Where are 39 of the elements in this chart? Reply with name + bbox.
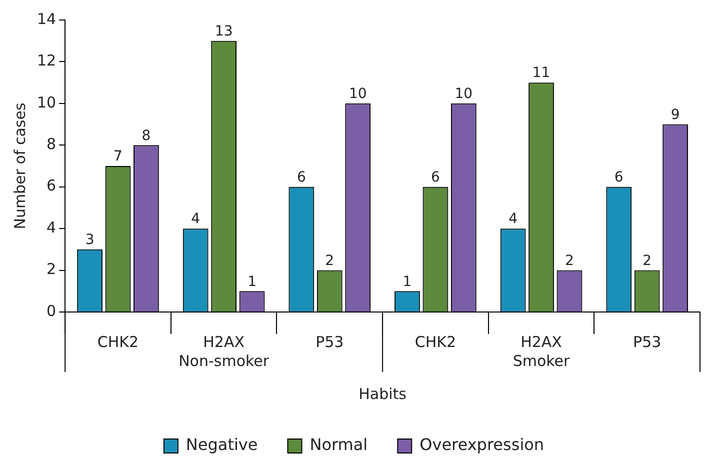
text: Smoker <box>512 352 571 370</box>
y-tick-label: 10 <box>36 93 56 112</box>
y-tick-label: 12 <box>36 52 56 70</box>
data-label: 6 <box>614 170 624 186</box>
data-label: 7 <box>114 148 122 165</box>
x-tick-label: P53 <box>316 332 344 351</box>
data-label: 13 <box>214 24 233 40</box>
y-axis-title: Number of cases <box>10 102 29 230</box>
text: Non-smoker <box>178 352 270 370</box>
y-tick-label: 4 <box>46 218 56 236</box>
data-label: 2 <box>642 252 652 269</box>
data-label: 2 <box>565 252 574 269</box>
data-label: 4 <box>508 211 518 228</box>
y-tick-label: 6 <box>46 176 56 195</box>
y-tick-label: 2 <box>46 260 56 278</box>
x-tick-label: H2AX <box>203 332 245 351</box>
data-label: 11 <box>532 65 550 82</box>
y-tick-label: 8 <box>46 135 56 154</box>
data-label: 10 <box>348 86 367 102</box>
data-label: 9 <box>670 106 680 123</box>
data-label: 1 <box>248 274 256 290</box>
data-label: 2 <box>325 252 334 269</box>
legend-label: Negative <box>186 435 258 454</box>
data-label: 6 <box>296 170 306 186</box>
x-tick-label: CHK2 <box>97 332 139 351</box>
legend-label: Overexpression <box>420 435 544 454</box>
legend-label: Normal <box>310 435 368 454</box>
y-tick-label: 0 <box>46 302 56 320</box>
x-axis-title: Habits <box>358 384 407 403</box>
data-label: 3 <box>85 232 94 248</box>
x-tick-label: H2AX <box>520 332 562 351</box>
data-label: 1 <box>402 274 412 290</box>
x-tick-label: CHK2 <box>414 332 456 351</box>
y-tick-label: 14 <box>36 10 56 28</box>
x-tick-label: P53 <box>633 332 662 351</box>
data-label: 10 <box>454 86 473 102</box>
data-label: 4 <box>191 211 200 228</box>
data-label: 8 <box>142 128 151 144</box>
data-label: 6 <box>430 170 440 186</box>
